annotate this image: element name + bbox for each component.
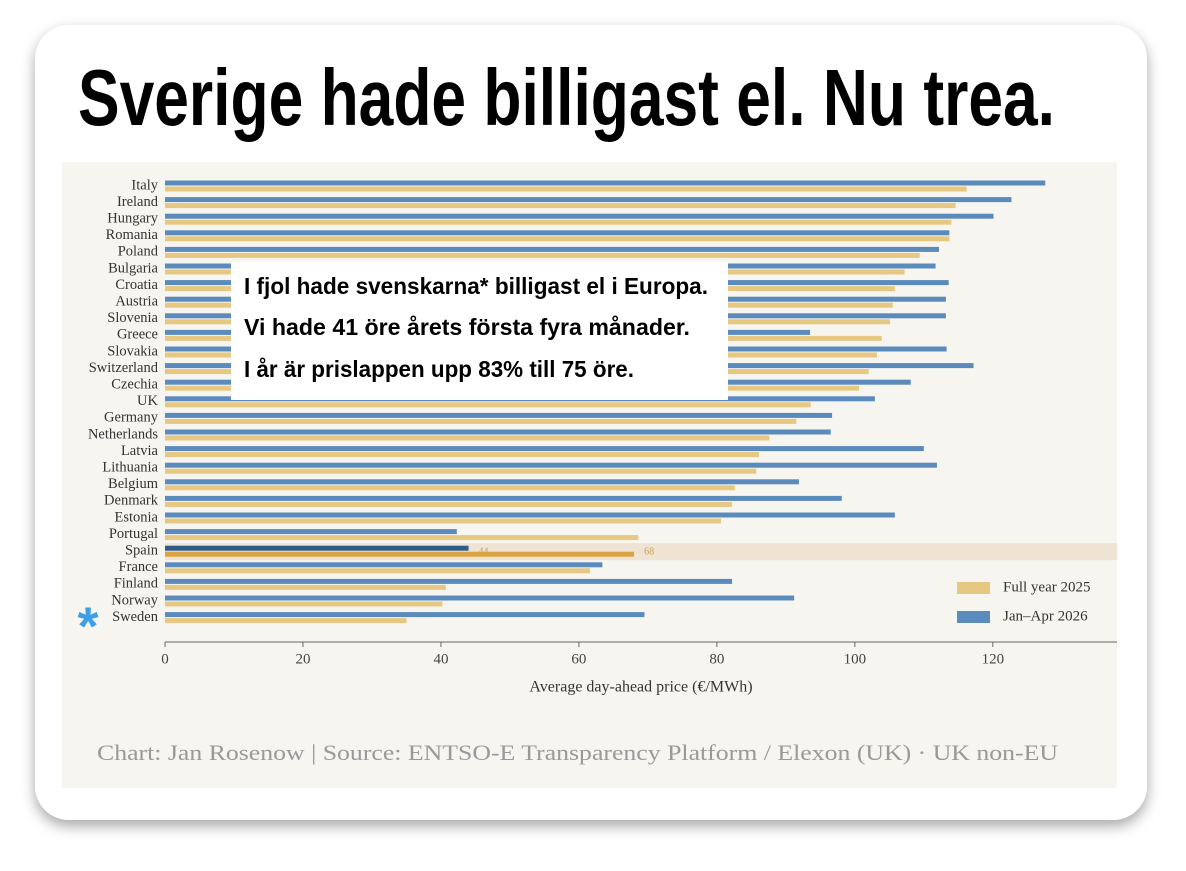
y-tick-label: Norway	[111, 592, 158, 608]
y-tick-label: Italy	[131, 177, 158, 193]
y-tick-label: France	[119, 559, 158, 575]
legend-label: Jan–Apr 2026	[1003, 608, 1088, 624]
highlight-marker: *	[77, 596, 98, 656]
bar	[165, 479, 799, 485]
bar	[165, 197, 1012, 203]
annotation-box	[231, 262, 728, 400]
bar	[165, 518, 722, 524]
bar	[165, 618, 407, 624]
bar	[165, 230, 950, 236]
y-tick-label: Slovakia	[107, 343, 158, 359]
bar	[165, 584, 446, 590]
bar	[165, 468, 757, 474]
bar	[165, 485, 735, 491]
bar	[165, 529, 457, 535]
y-tick-label: Poland	[118, 244, 159, 260]
headline: Sverige hade billigast el. Nu trea.	[78, 53, 1055, 142]
y-tick-label: Lithuania	[102, 460, 158, 476]
bar	[165, 535, 639, 541]
bar	[165, 429, 831, 435]
bar	[165, 252, 920, 258]
bar	[165, 568, 590, 574]
y-tick-label: Portugal	[109, 526, 158, 542]
data-label: 68	[644, 546, 654, 557]
annotation-line: Vi hade 41 öre årets första fyra månader…	[244, 314, 690, 340]
bar	[165, 562, 603, 568]
y-tick-label: Bulgaria	[108, 260, 158, 276]
bar	[165, 512, 895, 518]
x-axis-label: Average day-ahead price (€/MWh)	[529, 679, 752, 696]
y-tick-label: Ireland	[117, 194, 159, 210]
bar	[165, 186, 967, 192]
bar	[165, 435, 770, 441]
x-tick-label: 60	[571, 651, 586, 667]
bar	[165, 446, 924, 452]
y-tick-label: Finland	[114, 576, 159, 592]
x-tick-label: 120	[982, 651, 1005, 667]
bar	[165, 246, 940, 252]
bar	[165, 203, 956, 209]
y-tick-label: Spain	[125, 543, 159, 559]
y-tick-label: Netherlands	[88, 426, 158, 442]
y-tick-label: Germany	[104, 410, 159, 426]
bar	[165, 219, 952, 225]
y-tick-label: Greece	[117, 327, 158, 343]
y-tick-label: Slovenia	[107, 310, 158, 326]
y-tick-label: Hungary	[107, 211, 158, 227]
bar	[165, 551, 635, 557]
y-tick-label: UK	[137, 393, 158, 409]
x-tick-label: 80	[709, 651, 724, 667]
x-tick-label: 100	[844, 651, 867, 667]
y-tick-label: Czechia	[111, 377, 158, 393]
x-tick-label: 40	[433, 651, 448, 667]
annotation-line: I år är prislappen upp 83% till 75 öre.	[244, 356, 634, 382]
bar	[165, 495, 842, 501]
x-tick-label: 20	[295, 651, 310, 667]
x-tick-label: 0	[161, 651, 169, 667]
bar	[165, 236, 950, 242]
bar	[165, 501, 733, 507]
bar	[165, 601, 443, 607]
legend-swatch	[957, 582, 990, 594]
annotation-line: I fjol hade svenskarna* billigast el i E…	[244, 273, 708, 299]
bar	[165, 452, 759, 458]
legend-swatch	[957, 611, 990, 623]
footer-credit: Chart: Jan Rosenow | Source: ENTSO-E Tra…	[97, 740, 1058, 765]
y-tick-label: Switzerland	[89, 360, 159, 376]
bar	[165, 545, 469, 551]
y-tick-label: Sweden	[112, 609, 159, 625]
bar	[165, 612, 645, 618]
bar	[165, 412, 833, 418]
y-tick-label: Croatia	[115, 277, 158, 293]
bar	[165, 578, 733, 584]
bar	[165, 180, 1046, 186]
bar	[165, 462, 937, 468]
bar	[165, 213, 994, 219]
legend-label: Full year 2025	[1003, 579, 1091, 595]
y-tick-label: Latvia	[121, 443, 159, 459]
bar	[165, 402, 811, 408]
y-tick-label: Austria	[115, 294, 158, 310]
y-tick-label: Belgium	[108, 476, 159, 492]
y-tick-label: Estonia	[115, 509, 159, 525]
y-tick-label: Denmark	[104, 493, 159, 509]
bar	[165, 418, 797, 424]
bar	[165, 595, 795, 601]
y-tick-label: Romania	[106, 227, 159, 243]
